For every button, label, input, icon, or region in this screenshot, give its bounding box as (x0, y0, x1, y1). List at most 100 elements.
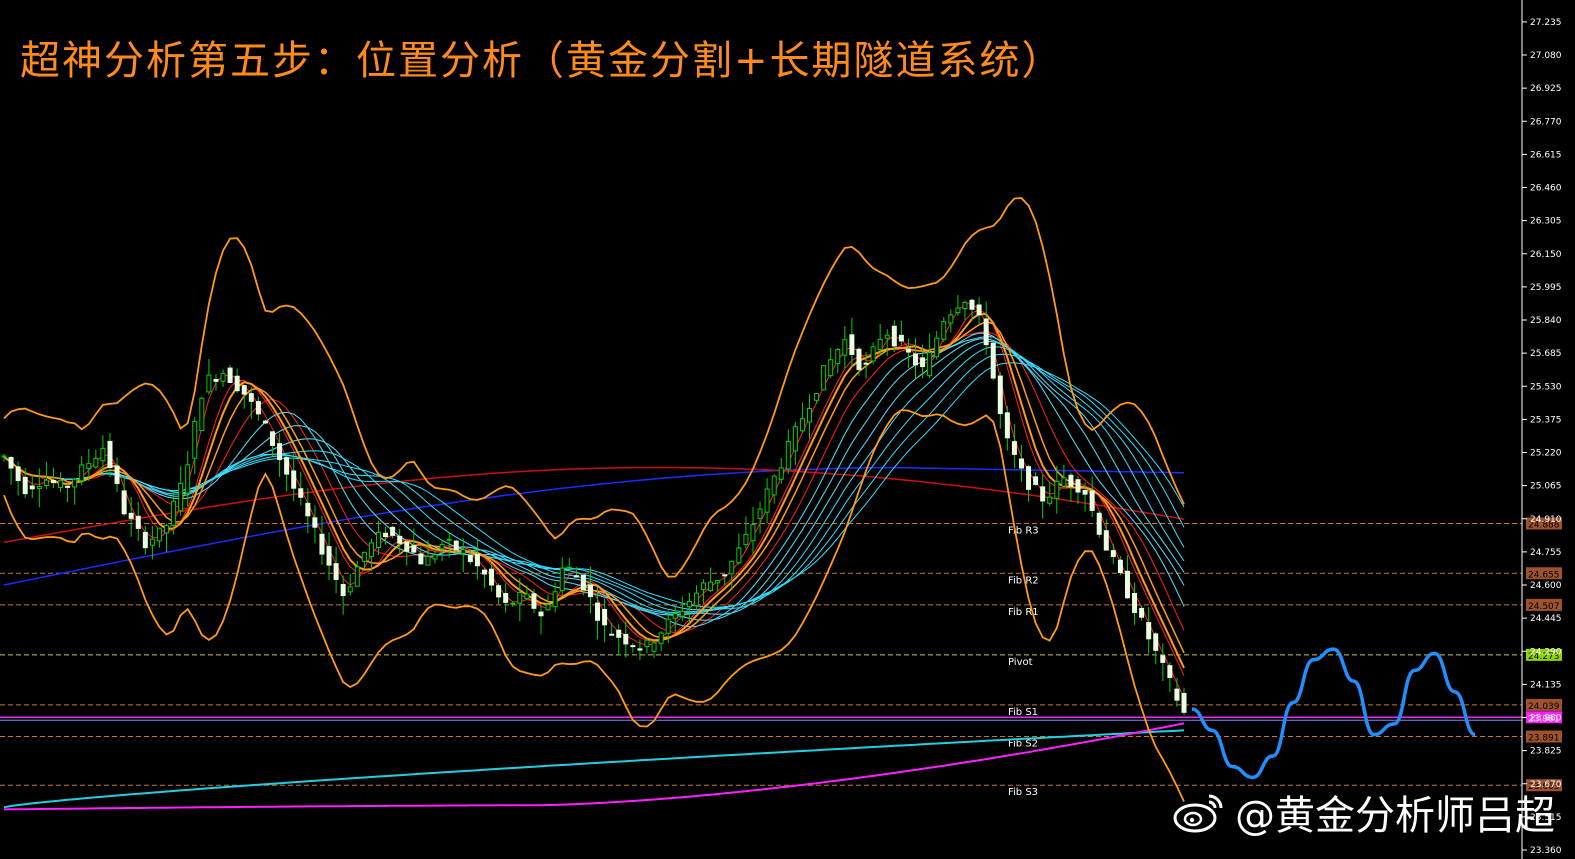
candle-body (665, 618, 671, 634)
candle-body (1160, 655, 1166, 663)
ma-blue-line (3, 466, 1185, 586)
candle-body (496, 585, 502, 598)
candle-body (1075, 479, 1081, 493)
price-tag-text: 23.891 (1528, 734, 1560, 744)
chart-title: 超神分析第五步：位置分析（黄金分割+长期隧道系统） (20, 38, 1064, 84)
candle-body (142, 531, 148, 549)
candle-body (729, 560, 735, 575)
candle-body (262, 420, 268, 424)
candle-body (220, 373, 226, 382)
candle-body (955, 307, 961, 314)
y-tick-label: 24.755 (1530, 548, 1562, 558)
candle-body (72, 478, 78, 488)
candle-body (432, 554, 438, 560)
candle-body (693, 592, 699, 607)
ema-orange-line (3, 312, 1185, 669)
candle-body (701, 582, 707, 590)
candle-body (439, 543, 445, 550)
y-tick-label: 23.360 (1530, 846, 1562, 856)
candle-body (227, 367, 233, 383)
candle-body (1068, 474, 1074, 487)
candle-body (510, 602, 516, 605)
candle-body (934, 337, 940, 358)
y-tick-label: 26.305 (1530, 217, 1562, 227)
y-tick-label: 26.150 (1530, 250, 1562, 260)
y-tick-label: 23.515 (1530, 813, 1562, 823)
weibo-icon (1173, 794, 1223, 833)
current-price-tag (1526, 711, 1562, 724)
slow-ribbon-line (3, 362, 1185, 608)
candle-body (1181, 692, 1187, 713)
candle-body (573, 575, 579, 578)
candle-body (1124, 570, 1130, 599)
candle-body (326, 546, 332, 566)
candle-body (877, 338, 883, 351)
candle-body (1018, 458, 1024, 469)
candle-body (708, 581, 714, 592)
candle-body (354, 566, 360, 587)
candle-body (863, 362, 869, 365)
candle-body (8, 457, 14, 469)
y-tick-label: 25.530 (1530, 382, 1562, 392)
candle-body (50, 479, 56, 484)
candle-body (927, 352, 933, 377)
candle-body (234, 375, 240, 392)
candle-body (164, 525, 170, 534)
candle-body (474, 553, 480, 567)
y-tick-label: 25.375 (1530, 415, 1562, 425)
candle-body (849, 334, 855, 355)
candle-body (453, 540, 459, 551)
pivot-label: Fib R3 (1008, 525, 1039, 536)
candle-body (1096, 512, 1102, 535)
candle-body (835, 349, 841, 365)
candle-body (284, 457, 290, 475)
candle-body (248, 393, 254, 402)
candle-body (277, 443, 283, 461)
candle-body (616, 629, 622, 638)
candle-body (36, 485, 42, 490)
candle-body (609, 633, 615, 636)
candle-body (1082, 490, 1088, 495)
candle-body (1, 455, 7, 458)
candle-body (199, 397, 205, 432)
pivot-label: Fib R1 (1008, 607, 1039, 618)
candle-body (121, 490, 127, 515)
forecast-wave (1191, 647, 1476, 780)
y-tick-label: 24.290 (1530, 647, 1562, 657)
pivot-label: Fib R2 (1008, 575, 1039, 586)
moving-averages (3, 466, 1185, 586)
y-tick-label: 26.925 (1530, 84, 1562, 94)
candle-body (792, 426, 798, 452)
tunnel-lines (3, 722, 1185, 811)
candle-body (1061, 477, 1067, 487)
candle-body (1004, 412, 1010, 439)
current-price-tag-text: 23.981 (1528, 714, 1560, 724)
candle-body (1167, 665, 1173, 679)
candle-body (241, 385, 247, 395)
candle-body (368, 542, 374, 558)
tunnel-cyan-line (3, 729, 1185, 809)
candle-body (383, 532, 389, 538)
candle-body (86, 463, 92, 470)
candle-body (1174, 688, 1180, 701)
y-tick-label: 27.235 (1530, 18, 1562, 28)
candle-body (637, 648, 643, 651)
candle-body (969, 299, 975, 310)
candle-body (1110, 550, 1116, 558)
candle-body (340, 584, 346, 597)
candle-body (842, 339, 848, 356)
candle-body (595, 602, 601, 621)
candle-body (149, 538, 155, 546)
candle-body (156, 527, 162, 542)
candle-body (1026, 466, 1032, 490)
price-tag (1526, 648, 1562, 661)
candle-body (1089, 490, 1095, 511)
candle-body (778, 467, 784, 480)
candle-body (361, 551, 367, 562)
candle-body (93, 457, 99, 468)
candle-body (319, 533, 325, 555)
candle-body (135, 515, 141, 529)
y-tick-label: 25.065 (1530, 482, 1562, 492)
candle-body (566, 566, 572, 569)
candle-body (807, 408, 813, 423)
